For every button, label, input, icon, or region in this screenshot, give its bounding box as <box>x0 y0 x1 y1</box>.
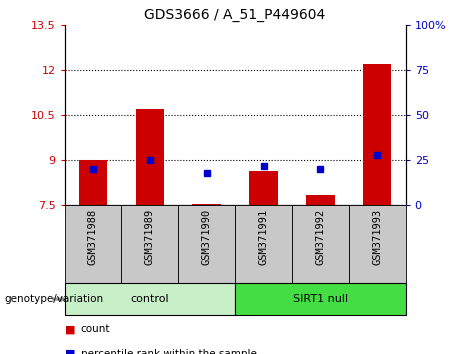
Text: control: control <box>130 294 169 304</box>
Bar <box>235 283 406 315</box>
Bar <box>136 109 164 205</box>
Bar <box>65 205 121 283</box>
Bar <box>178 205 235 283</box>
Title: GDS3666 / A_51_P449604: GDS3666 / A_51_P449604 <box>144 8 326 22</box>
Text: SIRT1 null: SIRT1 null <box>293 294 348 304</box>
Text: count: count <box>81 324 110 334</box>
Text: GSM371988: GSM371988 <box>88 209 98 266</box>
Text: GSM371991: GSM371991 <box>259 209 269 266</box>
Text: ■: ■ <box>65 349 75 354</box>
Bar <box>363 64 391 205</box>
Bar <box>349 205 406 283</box>
Text: percentile rank within the sample: percentile rank within the sample <box>81 349 257 354</box>
Text: GSM371989: GSM371989 <box>145 209 155 266</box>
Bar <box>292 205 349 283</box>
Text: GSM371992: GSM371992 <box>315 209 325 266</box>
Bar <box>235 205 292 283</box>
Bar <box>193 204 221 205</box>
Bar <box>306 195 335 205</box>
Bar <box>121 205 178 283</box>
Bar <box>249 171 278 205</box>
Text: GSM371990: GSM371990 <box>201 209 212 266</box>
Bar <box>65 283 235 315</box>
Text: genotype/variation: genotype/variation <box>5 294 104 304</box>
Bar <box>79 160 107 205</box>
Text: ■: ■ <box>65 324 75 334</box>
Text: GSM371993: GSM371993 <box>372 209 382 266</box>
